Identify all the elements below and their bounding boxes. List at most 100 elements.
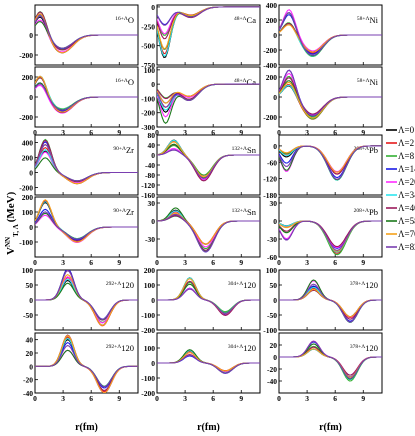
x-tick-label: 3 — [183, 258, 187, 267]
x-tick-label: 0 — [155, 394, 159, 403]
y-tick-label: -160 — [141, 191, 155, 200]
series-line — [279, 286, 382, 323]
y-tick-label: 0 — [273, 353, 277, 362]
series-line — [35, 349, 138, 387]
y-tick-label: 80 — [148, 131, 156, 140]
series-line — [279, 220, 382, 251]
chart-panel: 0 -250 -500 -750 48+ΛCa — [141, 3, 261, 70]
nucleus-label: 132+ΛSn — [232, 145, 257, 155]
y-tick-label: 0 — [273, 93, 277, 102]
y-tick-label: 200 — [22, 154, 34, 163]
y-tick-label: 200 — [266, 16, 278, 25]
legend-label: Λ=58 — [398, 216, 415, 226]
y-tick-label: 20 — [270, 341, 278, 350]
y-tick-label: -60 — [267, 253, 277, 262]
legend-label: Λ=0 — [398, 125, 415, 135]
series-line — [279, 287, 382, 318]
y-tick-label: 20 — [26, 349, 34, 358]
series-line — [157, 350, 260, 374]
chart-panel: 0 -200 16+ΛO — [19, 4, 139, 66]
series-line — [35, 144, 138, 182]
y-tick-label: 400 — [22, 139, 34, 148]
x-tick-label: 9 — [361, 128, 365, 137]
y-tick-label: -30 — [267, 235, 277, 244]
series-line — [279, 145, 382, 180]
y-tick-label: 30 — [148, 199, 156, 208]
y-tick-label: -100 — [141, 311, 155, 320]
series-line — [157, 149, 260, 179]
series-line — [279, 289, 382, 323]
series-line — [157, 354, 260, 374]
y-tick-label: 200 — [266, 73, 278, 82]
nucleus-label: 48+ΛCa — [234, 77, 256, 87]
y-tick-label: 100 — [144, 281, 156, 290]
y-tick-label: -100 — [263, 326, 277, 335]
series-line — [35, 270, 138, 323]
y-tick-label: -20 — [267, 365, 277, 374]
series-line — [35, 211, 138, 240]
series-line — [35, 214, 138, 243]
y-tick-label: 0 — [29, 362, 33, 371]
nucleus-label: 58+ΛNi — [357, 77, 379, 87]
y-axis-label: VNNT, Λ(MeV) — [4, 191, 20, 255]
x-tick-label: 3 — [183, 128, 187, 137]
y-tick-label: -120 — [263, 175, 277, 184]
y-tick-label: -100 — [141, 94, 155, 103]
x-tick-label: 9 — [117, 128, 121, 137]
y-tick-label: 0 — [273, 31, 277, 40]
y-tick-label: -200 — [19, 113, 33, 122]
series-line — [157, 352, 260, 372]
series-line — [279, 289, 382, 320]
nucleus-label: 208+ΛPb — [354, 145, 378, 155]
chart-panel: 400 200 0 -200 -400 58+ΛNi — [263, 1, 383, 70]
series-line — [157, 349, 260, 374]
nucleus-label: 378+Λ120 — [350, 280, 378, 290]
series-line — [157, 6, 260, 26]
nucleus-label: 16+ΛO — [115, 15, 134, 25]
x-tick-label: 9 — [117, 394, 121, 403]
y-tick-label: -20 — [23, 376, 33, 385]
y-tick-label: -100 — [141, 374, 155, 383]
x-tick-label: 3 — [305, 394, 309, 403]
y-tick-label: -200 — [263, 113, 277, 122]
legend-label: Λ=34 — [398, 190, 415, 200]
y-tick-label: 100 — [22, 208, 34, 217]
x-tick-label: 0 — [33, 394, 37, 403]
series-line — [279, 348, 382, 378]
y-tick-label: 0 — [151, 80, 155, 89]
y-tick-label: 0 — [151, 3, 155, 12]
y-tick-label: -250 — [141, 22, 155, 31]
legend-label: Λ=2 — [398, 138, 414, 148]
x-tick-label: 6 — [211, 258, 215, 267]
y-tick-label: 0 — [151, 217, 155, 226]
y-tick-label: 30 — [270, 199, 278, 208]
x-tick-label: 0 — [277, 394, 281, 403]
y-tick-label: 0 — [151, 359, 155, 368]
legend-label: Λ=14 — [398, 164, 415, 174]
chart-panel: 100 50 0 -50 292+Λ120 — [22, 266, 139, 331]
legend-label: Λ=8 — [398, 151, 415, 161]
series-line — [157, 287, 260, 316]
y-tick-label: -50 — [23, 311, 33, 320]
nucleus-label: 16+ΛO — [115, 77, 134, 87]
nucleus-label: 378+Λ120 — [350, 343, 378, 353]
x-tick-label: 3 — [61, 258, 65, 267]
series-line — [157, 213, 260, 253]
y-tick-label: 200 — [144, 266, 156, 275]
y-tick-label: 0 — [29, 223, 33, 232]
y-tick-label: 200 — [22, 193, 34, 202]
y-tick-label: -180 — [263, 191, 277, 200]
y-tick-label: 0 — [273, 142, 277, 151]
series-line — [157, 350, 260, 372]
nucleus-label: 48+ΛCa — [234, 15, 256, 25]
nucleus-label: 292+Λ120 — [106, 280, 134, 290]
nucleus-label: 208+ΛPb — [354, 207, 378, 217]
series-line — [35, 83, 138, 111]
series-line — [157, 6, 260, 59]
y-tick-label: 40 — [148, 141, 156, 150]
series-line — [279, 22, 382, 53]
